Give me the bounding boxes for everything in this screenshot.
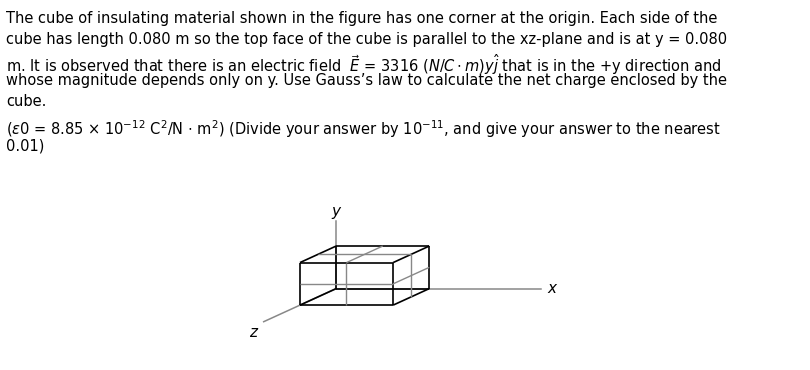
Text: The cube of insulating material shown in the figure has one corner at the origin: The cube of insulating material shown in…: [6, 11, 718, 26]
Text: 0.01): 0.01): [6, 138, 45, 154]
Text: x: x: [548, 281, 556, 296]
Text: cube.: cube.: [6, 94, 47, 109]
Text: cube has length 0.080 m so the top face of the cube is parallel to the xz-plane : cube has length 0.080 m so the top face …: [6, 32, 727, 47]
Text: ($\varepsilon$0 = 8.85 $\times$ 10$^{-12}$ C$^2$/N $\cdot$ m$^2$) (Divide your a: ($\varepsilon$0 = 8.85 $\times$ 10$^{-12…: [6, 118, 722, 139]
Text: z: z: [249, 325, 258, 340]
Text: m. It is observed that there is an electric field  $\vec{E}$ = 3316 ($N/C \cdot : m. It is observed that there is an elect…: [6, 53, 723, 77]
Text: y: y: [331, 204, 341, 219]
Text: whose magnitude depends only on y. Use Gauss’s law to calculate the net charge e: whose magnitude depends only on y. Use G…: [6, 73, 727, 88]
